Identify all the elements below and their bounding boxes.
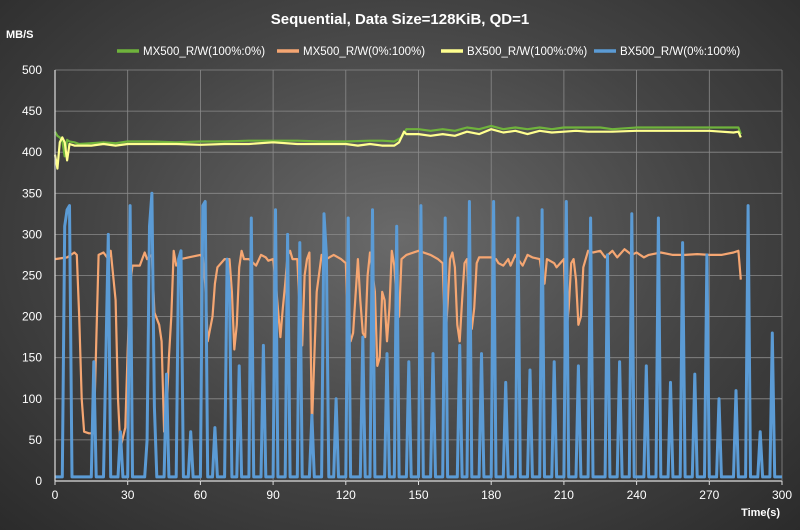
x-tick-label: 90 — [266, 488, 280, 502]
y-tick-label: 0 — [35, 474, 42, 488]
x-tick-label: 0 — [52, 488, 59, 502]
series-line-BX500_R/W(100%:0%) — [53, 128, 742, 170]
legend-label: MX500_R/W(0%:100%) — [303, 46, 425, 58]
y-axis-label: MB/S — [6, 29, 34, 41]
y-tick-label: 450 — [22, 104, 42, 118]
x-tick-label: 120 — [336, 488, 356, 502]
x-tick-label: 30 — [121, 488, 135, 502]
x-tick-label: 150 — [408, 488, 428, 502]
y-tick-label: 200 — [22, 310, 42, 324]
y-tick-label: 150 — [22, 351, 42, 365]
x-tick-label: 240 — [627, 488, 647, 502]
axes: 0 50 100 150 200 250 300 350 400 450 500 0 30 60 90 120… — [22, 63, 792, 502]
series-lines — [53, 124, 782, 479]
y-tick-label: 400 — [22, 145, 42, 159]
y-tick-label: 500 — [22, 63, 42, 77]
x-tick-label: 60 — [194, 488, 208, 502]
y-tick-label: 350 — [22, 186, 42, 200]
series-line-BX500_R/W(0%:100%) — [55, 191, 782, 479]
x-tick-label: 180 — [481, 488, 501, 502]
legend-label: MX500_R/W(100%:0%) — [143, 46, 265, 58]
y-tick-label: 300 — [22, 227, 42, 241]
chart-title: Sequential, Data Size=128KiB, QD=1 — [271, 11, 529, 28]
legend-label: BX500_R/W(0%:100%) — [620, 46, 740, 58]
y-tick-label: 50 — [29, 433, 43, 447]
x-tick-label: 270 — [699, 488, 719, 502]
x-tick-label: 300 — [772, 488, 792, 502]
legend: MX500_R/W(100%:0%) MX500_R/W(0%:100%) BX50… — [117, 46, 740, 58]
y-tick-label: 100 — [22, 392, 42, 406]
legend-label: BX500_R/W(100%:0%) — [467, 46, 587, 58]
y-tick-label: 250 — [22, 269, 42, 283]
x-tick-label: 210 — [554, 488, 574, 502]
x-axis-label: Time(s) — [741, 507, 780, 519]
